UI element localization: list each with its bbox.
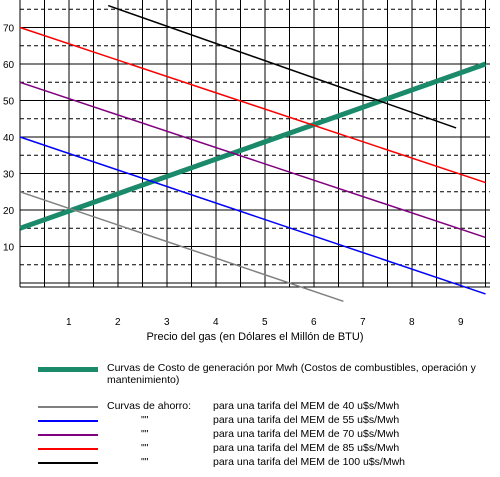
series-line-savings-3 — [19, 81, 486, 239]
y-tick-label: 70 — [3, 24, 15, 35]
y-tick-label: 50 — [3, 97, 15, 108]
x-tick-label: 9 — [458, 317, 464, 328]
x-tick-label: 6 — [311, 317, 317, 328]
x-tick-label: 8 — [409, 317, 415, 328]
x-tick-label: 2 — [115, 317, 121, 328]
series-lines — [19, 4, 487, 303]
y-tick-label: 10 — [3, 243, 15, 254]
x-tick-label: 3 — [164, 317, 170, 328]
y-tick-label: 30 — [3, 170, 15, 181]
y-tick-label: 20 — [3, 206, 15, 217]
series-line-cost — [19, 61, 487, 231]
y-tick-label: 60 — [3, 60, 15, 71]
tick-labels: 10 20 30 40 50 60 70 1 2 3 4 5 6 7 8 9 — [3, 24, 464, 329]
series-line-savings-5 — [107, 4, 457, 129]
x-tick-label: 4 — [213, 317, 219, 328]
series-line-savings-1 — [19, 191, 344, 303]
x-tick-label: 7 — [360, 317, 366, 328]
x-tick-label: 1 — [66, 317, 72, 328]
y-tick-label: 40 — [3, 133, 15, 144]
series-line-savings-4 — [19, 26, 486, 184]
grid — [19, 0, 490, 288]
series-line-savings-2 — [19, 136, 486, 295]
x-tick-label: 5 — [262, 317, 268, 328]
x-axis-label: Precio del gas (en Dólares el Millón de … — [146, 331, 363, 343]
